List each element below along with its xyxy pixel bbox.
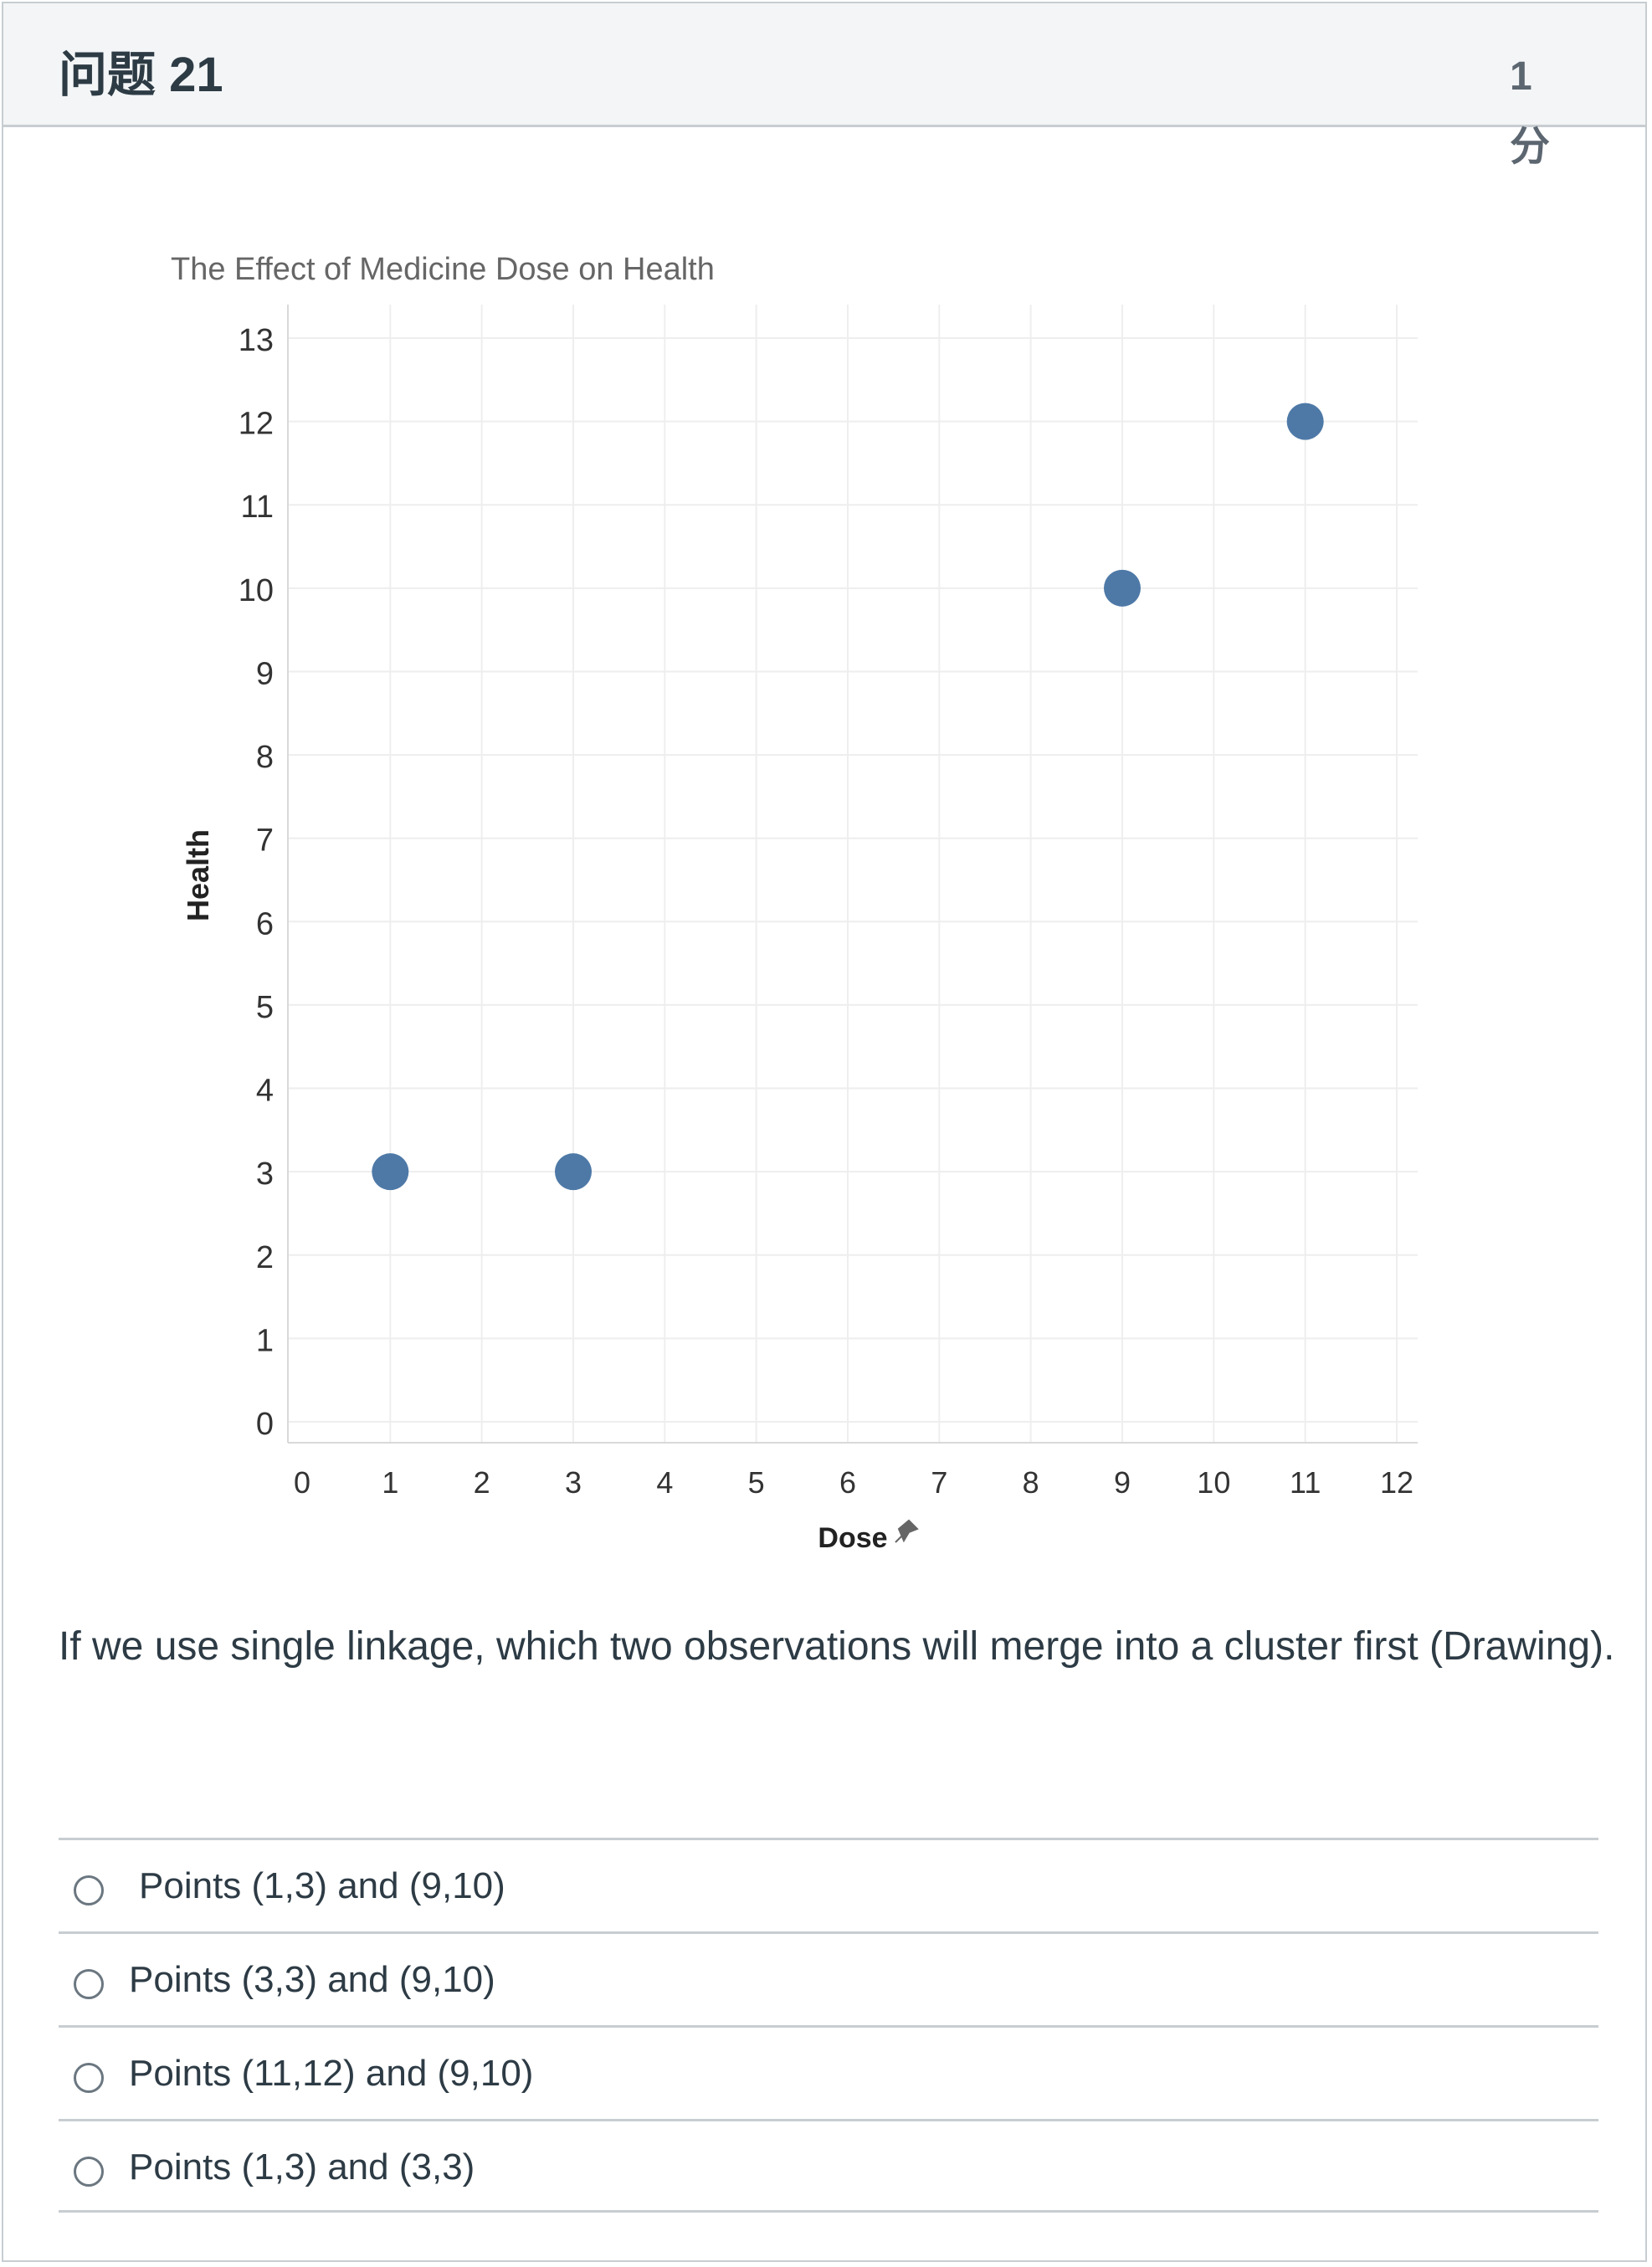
answer-option-4[interactable]: Points (1,3) and (3,3) xyxy=(59,2119,1598,2213)
data-point xyxy=(555,1153,592,1191)
x-tick-label: 8 xyxy=(1023,1465,1039,1500)
pin-icon xyxy=(895,1519,919,1543)
question-points: 1 分 xyxy=(1510,42,1560,182)
radio-button[interactable] xyxy=(74,2063,104,2093)
y-tick-label: 4 xyxy=(256,1074,274,1109)
y-tick-label: 0 xyxy=(256,1407,274,1442)
x-axis-label: Dose xyxy=(818,1522,887,1554)
question-prompt: If we use single linkage, which two obse… xyxy=(59,1624,1615,1669)
data-point xyxy=(372,1153,409,1191)
data-point xyxy=(1104,569,1141,607)
x-tick-label: 2 xyxy=(474,1465,490,1500)
answer-label: Points (1,3) and (3,3) xyxy=(129,2146,475,2188)
x-tick-label: 7 xyxy=(931,1465,947,1500)
answer-label: Points (1,3) and (9,10) xyxy=(139,1865,505,1906)
x-tick-label: 6 xyxy=(839,1465,856,1500)
radio-button[interactable] xyxy=(74,2157,104,2187)
x-tick-label: 4 xyxy=(656,1465,673,1500)
x-tick-label: 1 xyxy=(382,1465,398,1500)
x-tick-label: 5 xyxy=(748,1465,765,1500)
scatter-chart: The Effect of Medicine Dose on Health 0 1 2… xyxy=(162,246,1451,1568)
question-header: 问题 21 1 分 xyxy=(3,3,1645,169)
y-tick-label: 11 xyxy=(241,490,274,525)
x-tick-label: 0 xyxy=(294,1465,310,1500)
y-tick-label: 13 xyxy=(239,323,274,358)
y-tick-label: 6 xyxy=(256,906,274,941)
answer-label: Points (3,3) and (9,10) xyxy=(129,1959,495,2000)
y-tick-label: 2 xyxy=(256,1240,274,1275)
y-tick-label: 12 xyxy=(239,407,274,442)
answer-label: Points (11,12) and (9,10) xyxy=(129,2053,534,2094)
y-tick-label: 3 xyxy=(256,1157,274,1192)
radio-button[interactable] xyxy=(74,1969,104,1999)
y-axis-label: Health xyxy=(181,829,215,921)
question-title: 问题 21 xyxy=(59,48,223,102)
y-tick-label: 1 xyxy=(256,1323,274,1358)
y-tick-label: 10 xyxy=(239,573,274,608)
y-tick-label: 8 xyxy=(256,740,274,775)
chart-svg: The Effect of Medicine Dose on Health012… xyxy=(171,252,1418,1554)
x-tick-label: 3 xyxy=(565,1465,582,1500)
y-tick-label: 7 xyxy=(256,823,274,859)
radio-button[interactable] xyxy=(74,1875,104,1905)
x-tick-label: 12 xyxy=(1380,1465,1413,1500)
points-unit: 分 xyxy=(1510,125,1551,169)
answer-list: Points (1,3) and (9,10) Points (3,3) and… xyxy=(59,1838,1598,2213)
y-tick-label: 9 xyxy=(256,656,274,691)
x-tick-label: 11 xyxy=(1290,1465,1321,1500)
y-tick-label: 5 xyxy=(256,990,274,1025)
x-tick-label: 9 xyxy=(1114,1465,1131,1500)
data-point xyxy=(1286,403,1324,440)
chart-title: The Effect of Medicine Dose on Health xyxy=(171,252,715,287)
answer-option-3[interactable]: Points (11,12) and (9,10) xyxy=(59,2025,1598,2119)
answer-option-1[interactable]: Points (1,3) and (9,10) xyxy=(59,1838,1598,1931)
points-value: 1 xyxy=(1510,54,1532,99)
answer-option-2[interactable]: Points (3,3) and (9,10) xyxy=(59,1931,1598,2025)
x-tick-label: 10 xyxy=(1197,1465,1230,1500)
